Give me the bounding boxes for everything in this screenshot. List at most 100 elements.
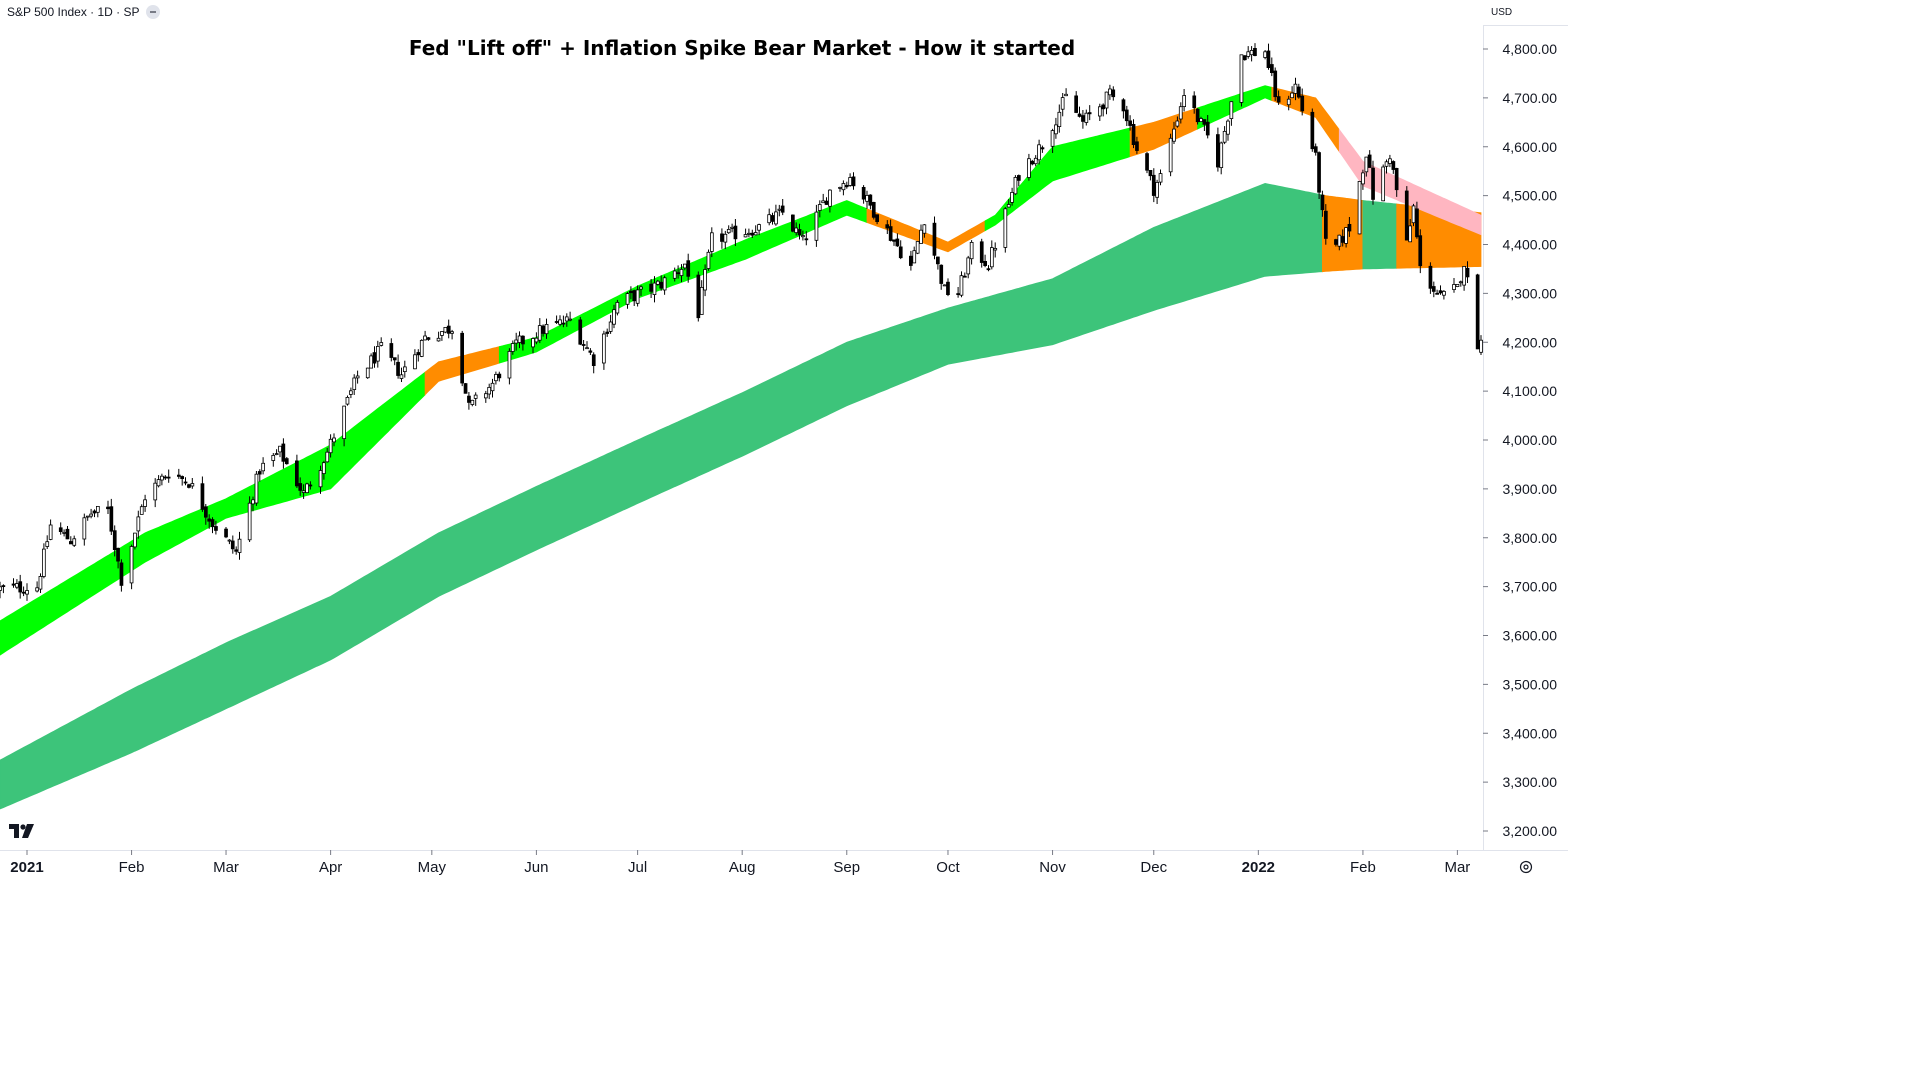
currency-selector[interactable]: USD — [1483, 0, 1568, 26]
candle-body — [1226, 120, 1230, 135]
candle-body — [85, 515, 90, 518]
candle-body — [939, 264, 944, 284]
candle-body — [1455, 283, 1460, 287]
candle-body — [1030, 160, 1035, 165]
candle-body — [915, 241, 920, 254]
candle-body — [875, 214, 880, 222]
candle-body — [1361, 172, 1365, 185]
candle-body — [1384, 161, 1389, 167]
candle-body — [156, 479, 161, 487]
candle-body — [649, 283, 654, 292]
candle-body — [1175, 120, 1180, 127]
settings-gear-icon[interactable] — [1517, 858, 1535, 876]
candle-body — [392, 357, 397, 361]
candle-body — [585, 347, 589, 350]
candle-body — [757, 224, 761, 231]
candle-body — [912, 250, 917, 264]
candle-body — [207, 518, 211, 522]
chart-window: 4,800.00 4,700.00 4,600.00 4,500.00 4,400.00… — [0, 0, 1568, 882]
candle-body — [328, 438, 333, 454]
candle-body — [18, 581, 23, 593]
x-tick-label: Feb — [119, 859, 145, 876]
candle-body — [1010, 191, 1014, 203]
candle-body — [271, 454, 276, 461]
candle-body — [1101, 104, 1105, 110]
candle-body — [112, 530, 117, 551]
candle-body — [1246, 51, 1251, 57]
candle-body — [1172, 128, 1176, 142]
candle-body — [443, 326, 448, 333]
candle-body — [1388, 158, 1392, 164]
candlesticks — [0, 43, 1483, 601]
x-tick-label: Aug — [729, 859, 756, 876]
candle-body — [1145, 153, 1149, 171]
candle-body — [514, 339, 519, 344]
candle-body — [460, 332, 465, 384]
candle-body — [325, 451, 330, 463]
candle-body — [993, 247, 998, 251]
collapse-icon[interactable] — [145, 5, 160, 19]
candle-body — [490, 382, 495, 392]
x-tick-label: Dec — [1140, 859, 1167, 876]
candle-body — [1479, 339, 1483, 353]
candle-body — [48, 524, 53, 540]
candle-body — [1300, 95, 1305, 112]
candle-body — [767, 214, 772, 224]
candle-body — [1229, 101, 1234, 119]
candle-body — [305, 483, 309, 493]
candle-body — [224, 528, 228, 538]
candle-body — [625, 293, 630, 305]
candle-body — [25, 590, 29, 595]
candle-body — [635, 289, 640, 304]
candle-body — [45, 541, 50, 547]
candle-body — [1431, 286, 1436, 292]
candle-body — [470, 399, 475, 405]
candle-body — [187, 484, 191, 488]
y-tick-label: 4,500.00 — [1503, 188, 1558, 204]
candle-body — [389, 343, 394, 358]
candle-body — [1158, 173, 1163, 183]
candle-body — [679, 268, 684, 276]
candle-body — [1458, 281, 1463, 284]
candle-body — [274, 453, 279, 456]
candle-body — [251, 499, 255, 505]
candle-body — [473, 394, 478, 399]
candle-body — [116, 547, 120, 562]
candle-body — [730, 226, 734, 229]
candle-body — [416, 352, 421, 356]
candle-body — [1121, 99, 1126, 112]
candle-body — [436, 337, 441, 342]
candle-body — [345, 396, 350, 405]
candle-body — [1404, 190, 1409, 241]
candle-body — [639, 286, 643, 290]
candle-body — [106, 506, 110, 510]
candle-body — [467, 395, 471, 403]
candle-body — [895, 238, 900, 247]
candle-body — [969, 241, 974, 260]
band-fast-segment-2 — [498, 200, 868, 364]
candle-body — [1310, 111, 1315, 150]
candle-body — [278, 445, 282, 453]
candle-body — [909, 255, 913, 266]
candle-body — [210, 519, 215, 528]
x-tick-label: Mar — [1444, 859, 1470, 876]
symbol-info[interactable]: S&P 500 Index · 1D · SP — [7, 5, 160, 19]
candle-body — [747, 232, 751, 235]
candle-body — [898, 246, 903, 259]
candle-body — [1438, 290, 1443, 294]
y-tick-label: 3,600.00 — [1503, 628, 1558, 644]
chart-canvas[interactable]: 4,800.00 4,700.00 4,600.00 4,500.00 4,400.00… — [0, 0, 1568, 882]
candle-body — [160, 475, 164, 481]
candle-body — [321, 462, 326, 475]
candle-body — [72, 538, 77, 546]
y-tick-label: 4,000.00 — [1503, 432, 1558, 448]
candle-body — [1435, 292, 1439, 295]
candle-body — [129, 546, 134, 584]
candle-body — [450, 331, 454, 334]
candle-body — [932, 222, 937, 256]
tradingview-logo-icon[interactable] — [9, 824, 35, 843]
candle-body — [568, 318, 573, 321]
candle-body — [507, 350, 512, 379]
candle-body — [541, 325, 546, 334]
candle-body — [1337, 234, 1342, 247]
